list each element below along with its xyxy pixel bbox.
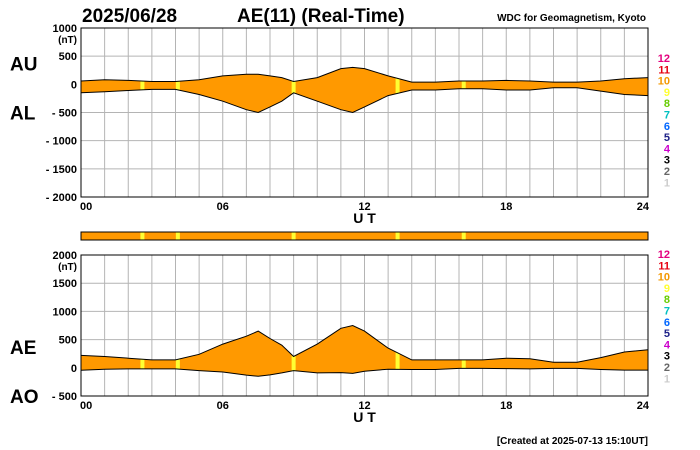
au-al-station-count-3: 3 [664, 155, 670, 167]
au-al-y-tick-label: 1000 [53, 23, 77, 35]
au-al-y-tick-label: - 1000 [46, 136, 77, 148]
ae-ao-y-tick-label: 1000 [53, 306, 77, 318]
au-al-station-count-2: 2 [664, 166, 670, 178]
coverage-bar-highlight [175, 232, 180, 240]
au-al-station-count-7: 7 [664, 110, 670, 122]
ae-ao-y-tick-label: 1500 [53, 278, 77, 290]
ao-series-label: AO [10, 387, 39, 408]
credit-label: WDC for Geomagnetism, Kyoto [497, 13, 646, 24]
ae-ao-y-ticks: 2000 1500 1000 500 0 - 500 [52, 250, 77, 403]
au-al-coverage-strip [395, 67, 400, 113]
ae-ao-x-axis-label: U T [353, 409, 376, 425]
coverage-bar-highlight [291, 232, 296, 240]
au-al-y-tick-label: 500 [59, 51, 77, 63]
ae-ao-fill-area [81, 325, 648, 377]
ae-ao-station-count-5: 5 [664, 328, 670, 340]
ao-line [80, 367, 648, 377]
ae-ao-grid [81, 255, 648, 396]
ae-ao-strips [140, 325, 466, 377]
ae-ao-x-tick-label: 24 [637, 400, 650, 412]
ae-ao-y-tick-label: - 500 [52, 391, 77, 403]
ae-ao-station-count-7: 7 [664, 306, 670, 318]
ae-ao-station-count-3: 3 [664, 351, 670, 363]
ae-ao-x-tick-label: 00 [80, 400, 92, 412]
ae-ao-station-count-2: 2 [664, 362, 670, 374]
au-al-station-count-9: 9 [664, 87, 670, 99]
ae-ao-x-tick-label: 18 [500, 400, 512, 412]
au-al-frame [80, 27, 649, 198]
coverage-bar-highlight [395, 232, 400, 240]
au-al-y-tick-label: - 1500 [46, 164, 77, 176]
al-line [80, 87, 649, 114]
au-al-x-tick-label: 00 [80, 201, 92, 213]
ae-ao-x-tick-label: 06 [217, 400, 229, 412]
coverage-bar [80, 231, 649, 241]
ae-ao-unit-label: (nT) [58, 262, 77, 273]
au-series-label: AU [10, 54, 37, 75]
coverage-bar-highlight [461, 232, 466, 240]
coverage-bar-highlight [140, 232, 145, 240]
au-al-station-count-10: 10 [658, 76, 670, 88]
au-al-fill-area [81, 67, 648, 113]
coverage-bar-fill [80, 231, 649, 241]
ae-ao-y-tick-label: 2000 [53, 250, 77, 262]
au-al-y-ticks: 1000 500 0 - 500 - 1000 - 1500 - 2000 [46, 23, 77, 204]
au-al-station-count-12: 12 [658, 53, 670, 65]
ae-ao-station-count-1: 1 [664, 373, 670, 385]
ae-ao-station-count-11: 11 [658, 260, 670, 272]
au-al-station-count-11: 11 [658, 64, 670, 76]
plot-date: 2025/06/28 [82, 6, 177, 27]
ae-ao-coverage-strip [175, 325, 180, 377]
ae-ao-station-count-12: 12 [658, 249, 670, 261]
ae-ao-station-count-8: 8 [664, 294, 670, 306]
ae-ao-y-tick-label: 0 [71, 363, 77, 375]
au-al-grid [81, 28, 648, 197]
au-al-y-tick-label: - 2000 [46, 192, 77, 204]
au-al-x-tick-label: 24 [637, 201, 650, 213]
au-al-y-tick-label: 0 [71, 79, 77, 91]
al-series-label: AL [10, 103, 36, 124]
ae-ao-station-count-9: 9 [664, 283, 670, 295]
ae-ao-coverage-strip [461, 325, 466, 377]
ae-ao-station-count-6: 6 [664, 317, 670, 329]
created-timestamp: [Created at 2025-07-13 15:10UT] [497, 436, 648, 447]
ae-series-label: AE [10, 338, 36, 359]
au-al-y-tick-label: - 500 [52, 108, 77, 120]
ae-ao-station-count-4: 4 [664, 339, 671, 351]
ae-ao-x-tick-label: 12 [358, 400, 370, 412]
au-al-x-tick-label: 12 [358, 201, 370, 213]
au-al-station-count-1: 1 [664, 177, 670, 189]
au-al-x-tick-label: 18 [500, 201, 512, 213]
ae-line [80, 324, 649, 363]
au-al-station-count-5: 5 [664, 132, 670, 144]
au-al-coverage-strip [291, 67, 296, 113]
ae-ao-coverage-strip [395, 325, 400, 377]
au-line [80, 66, 649, 83]
ae-ao-station-count-10: 10 [658, 272, 670, 284]
au-al-x-axis-label: U T [353, 210, 376, 226]
au-al-station-count-4: 4 [664, 143, 671, 155]
au-al-station-count-8: 8 [664, 98, 670, 110]
ae-ao-y-tick-label: 500 [59, 335, 77, 347]
au-al-unit-label: (nT) [58, 35, 77, 46]
au-al-x-ticks: 00 06 12 18 24 [80, 201, 650, 213]
ae-ao-coverage-strip [140, 325, 145, 377]
au-al-station-count-6: 6 [664, 121, 670, 133]
ae-ao-frame [80, 254, 649, 397]
ae-ao-x-ticks: 00 06 12 18 24 [80, 400, 650, 412]
au-al-x-tick-label: 06 [217, 201, 229, 213]
plot-title: AE(11) (Real-Time) [237, 6, 405, 27]
